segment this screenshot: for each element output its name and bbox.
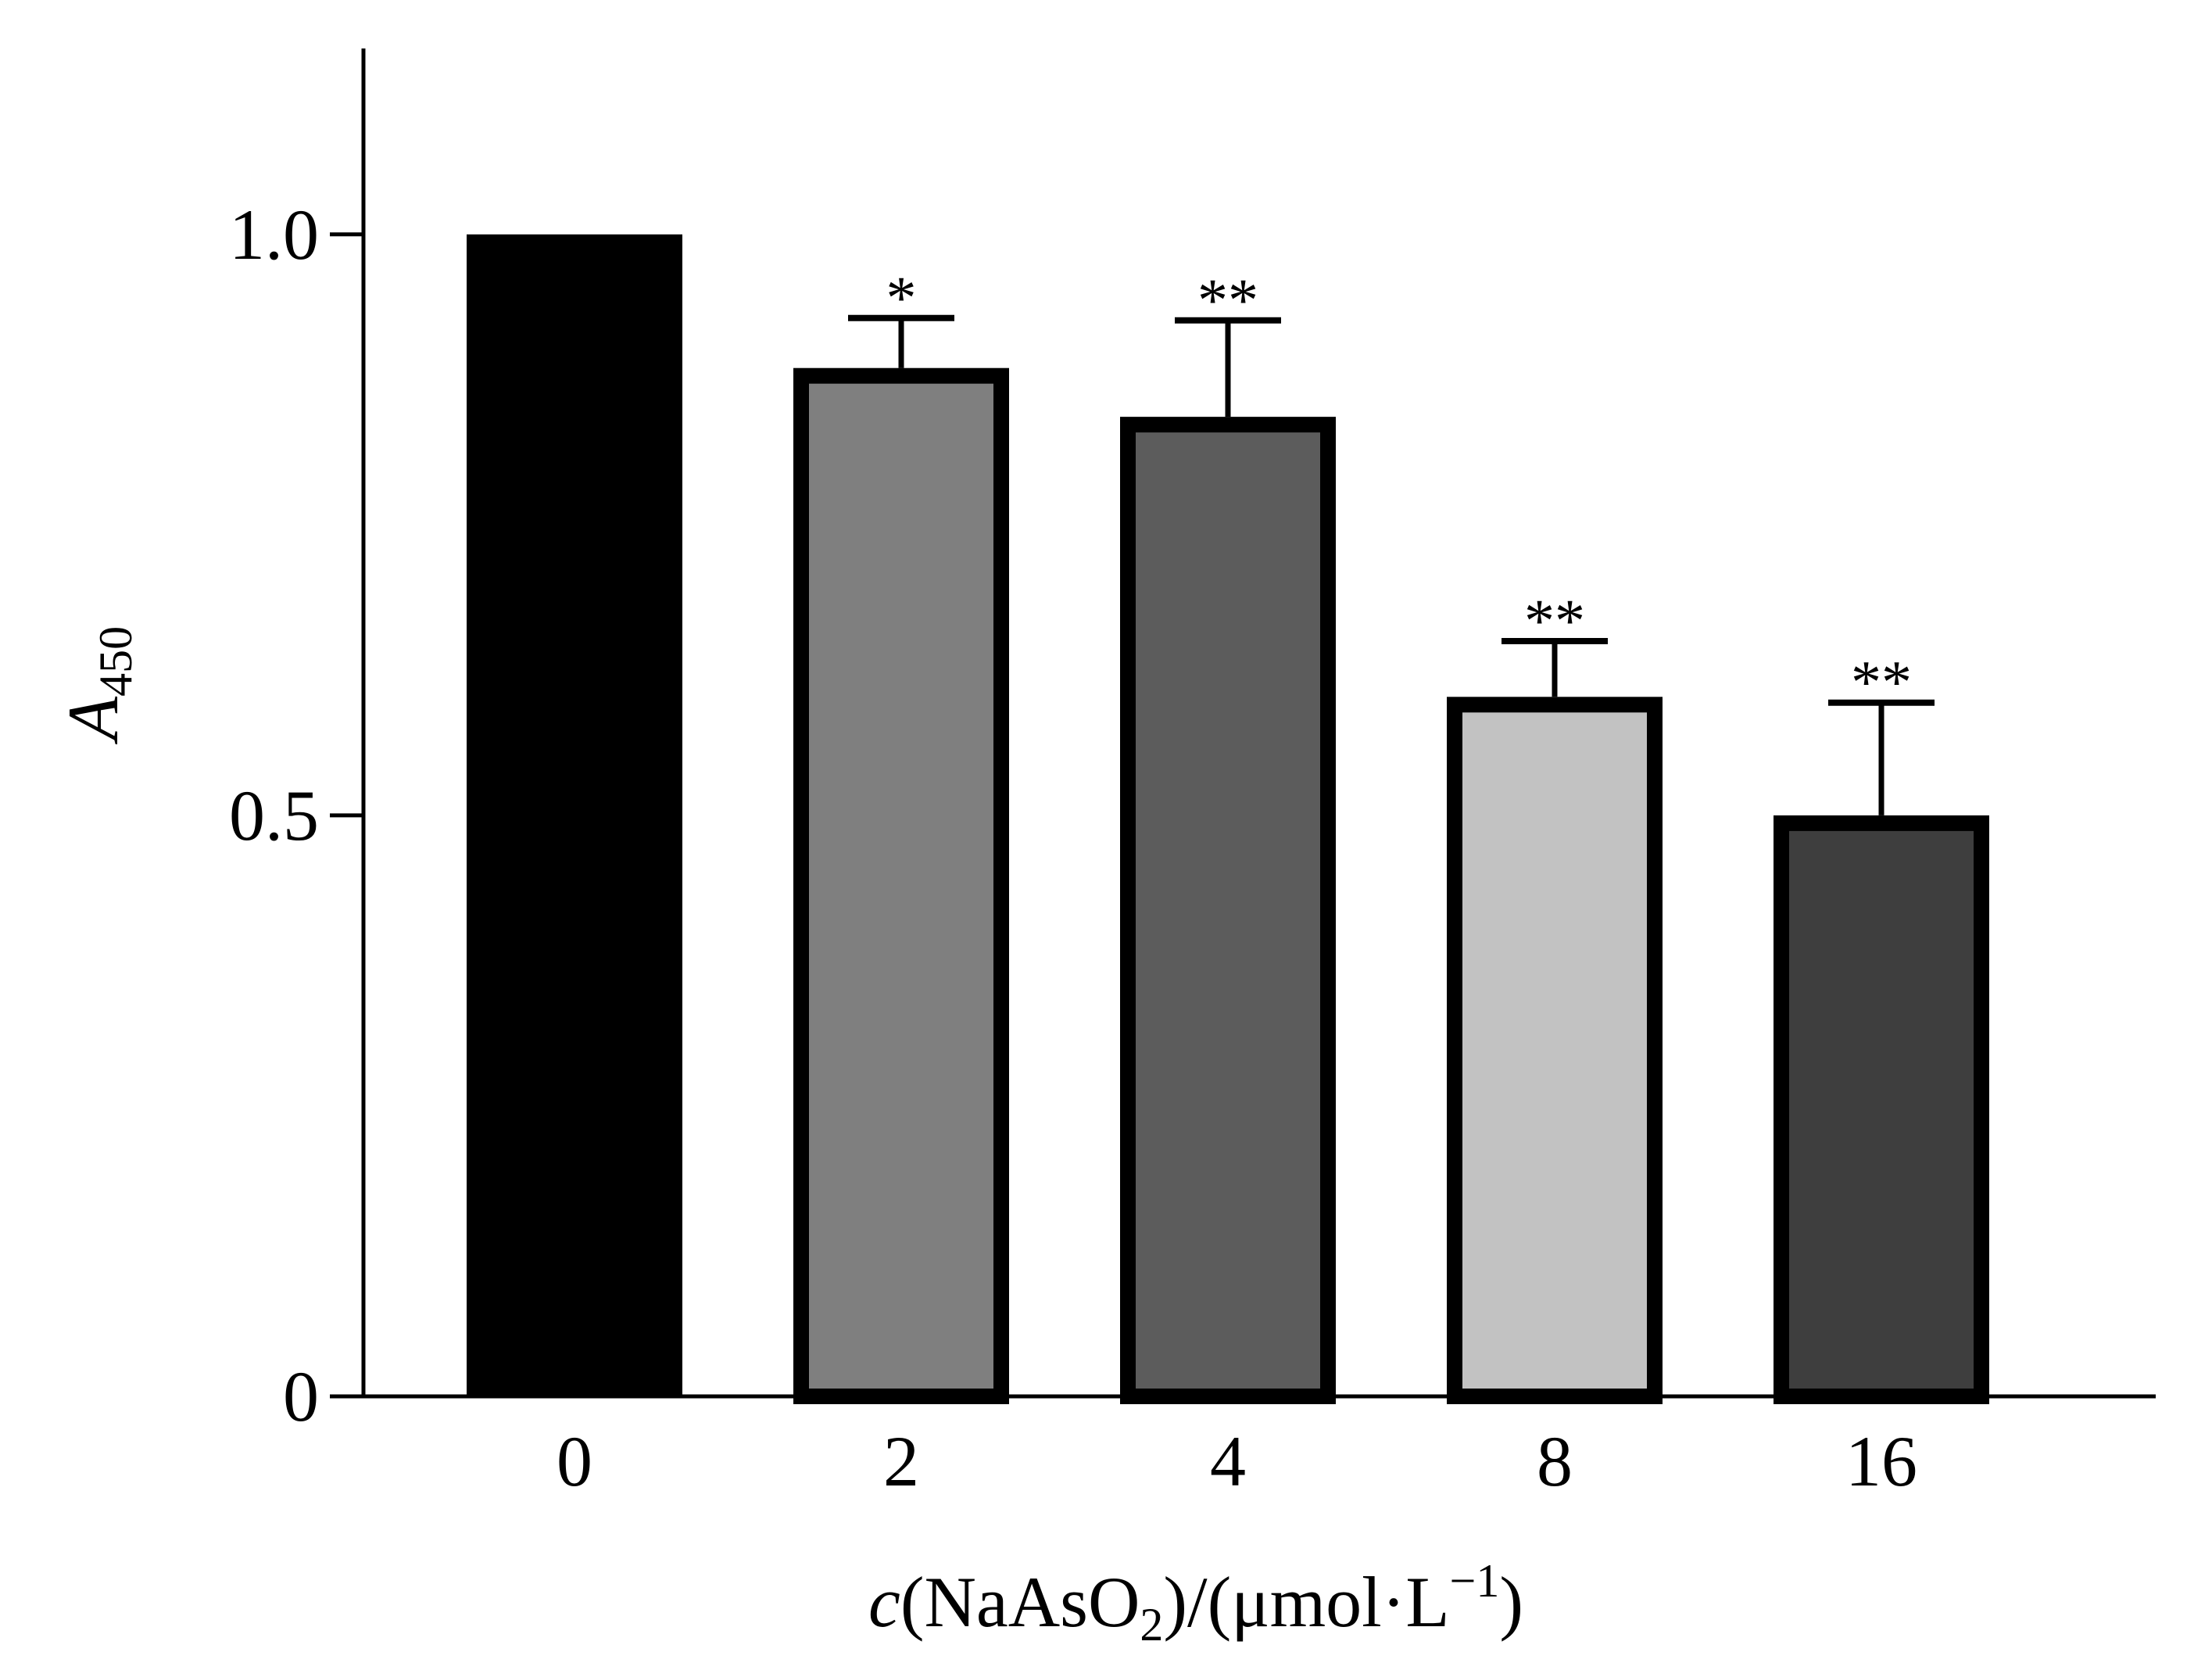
x-axis-label-var: c <box>868 1562 900 1642</box>
x-tick-label-16: 16 <box>1845 1421 1917 1501</box>
bar-8 <box>1447 697 1663 1404</box>
significance-marker-16: ** <box>1851 648 1912 716</box>
significance-marker-8: ** <box>1524 586 1585 654</box>
y-axis-label-main: A <box>53 696 133 745</box>
y-tick-label-0.5: 0.5 <box>229 776 319 855</box>
x-axis-label-rest: )/(μmol·L <box>1163 1562 1449 1642</box>
y-tick-label-0: 0 <box>283 1356 319 1436</box>
significance-layer: * ****** <box>886 263 1913 716</box>
bar-2 <box>793 367 1009 1404</box>
x-axis-label-sup: −1 <box>1450 1555 1500 1607</box>
x-axis-label-open: (NaAsO <box>900 1562 1140 1642</box>
axes-layer <box>361 48 2156 1399</box>
bars-layer <box>467 234 1989 1405</box>
error-bars-layer <box>848 314 1935 815</box>
x-tick-label-2: 2 <box>883 1421 919 1501</box>
x-axis-label: c(NaAsO2)/(μmol·L−1) <box>868 1555 1523 1650</box>
bar-0 <box>467 234 682 1396</box>
x-tick-label-8: 8 <box>1537 1421 1573 1501</box>
x-axis-label-sub: 2 <box>1140 1599 1163 1650</box>
significance-marker-2: * <box>886 263 917 331</box>
bar-16 <box>1774 815 1989 1405</box>
x-tick-label-0: 0 <box>557 1421 592 1501</box>
y-tick-label-1.0: 1.0 <box>229 195 319 274</box>
y-axis-label: A450 <box>53 626 141 745</box>
y-axis-label-sub: 450 <box>90 626 141 697</box>
significance-marker-4: ** <box>1197 266 1258 334</box>
y-ticks-layer: 0 0.5 1.0 <box>229 195 363 1436</box>
x-tick-label-4: 4 <box>1210 1421 1246 1501</box>
x-axis-label-close: ) <box>1499 1562 1523 1642</box>
bar-4 <box>1120 417 1336 1404</box>
x-ticks-layer: 0 2 4 8 16 <box>557 1421 1917 1501</box>
